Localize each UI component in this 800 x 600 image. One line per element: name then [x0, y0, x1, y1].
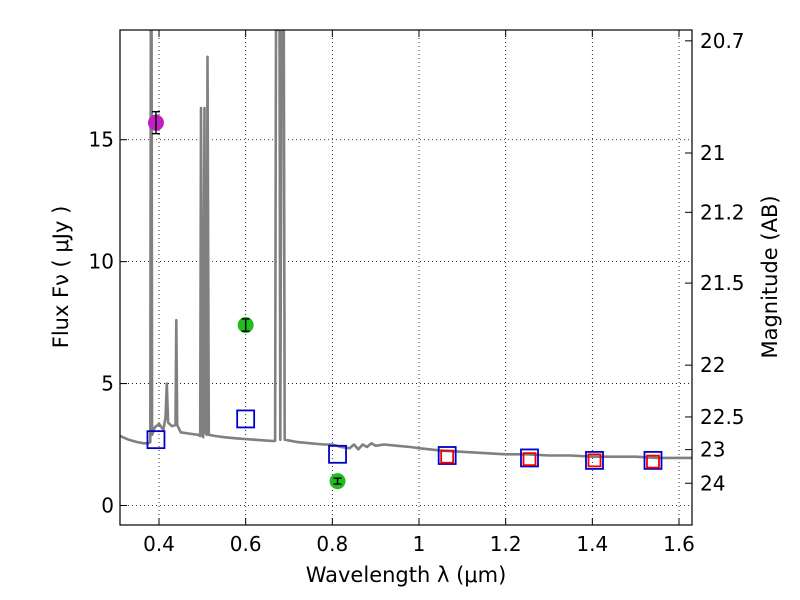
y2-tick-label: 20.7: [700, 29, 745, 53]
x-axis-title: Wavelength λ (μm): [306, 563, 507, 587]
spectrum-line: [120, 30, 692, 460]
series-circle: [147, 110, 164, 135]
x-tick-label: 1: [413, 532, 426, 556]
series-square: [146, 409, 663, 470]
bandpass-square: [236, 409, 256, 429]
series-circle: [237, 317, 346, 490]
x-tick-label: 0.4: [143, 532, 175, 556]
y-tick-label: 5: [101, 372, 114, 396]
y2-axis-title: Magnitude (AB): [758, 195, 782, 358]
y-tick-label: 10: [89, 250, 114, 274]
grid-lines: [120, 30, 692, 525]
bandpass-square: [646, 454, 660, 469]
series-line: [120, 30, 692, 460]
bandpass-square: [146, 430, 166, 450]
y2-tick-label: 23: [700, 438, 725, 462]
y-axis-title: Flux Fν ( μJy ): [49, 206, 73, 349]
y2-tick-label: 22: [700, 353, 725, 377]
y2-tick-label: 21.2: [700, 200, 745, 224]
bandpass-square: [643, 450, 663, 470]
plot-frame: [119, 29, 693, 526]
bandpass-square: [520, 448, 539, 468]
x-tick-label: 1.6: [663, 532, 695, 556]
x-tick-label: 1.2: [490, 532, 522, 556]
bandpass-square: [440, 449, 455, 464]
x-tick-label: 0.6: [230, 532, 262, 556]
bandpass-square: [587, 453, 602, 468]
y2-tick-label: 22.5: [700, 405, 745, 429]
x-tick-label: 1.4: [576, 532, 608, 556]
y2-tick-label: 21: [700, 141, 725, 165]
y-tick-label: 15: [89, 128, 114, 152]
bandpass-square: [585, 450, 604, 470]
bandpass-square: [522, 452, 537, 467]
bandpass-square: [437, 446, 457, 465]
axis-ticks: 0.4 0.6 0.8 1 1.2 1.4 1.6 0 5 10 15 20.7 21 21.2 21.5 2…: [89, 29, 745, 556]
y2-tick-label: 24: [700, 471, 725, 495]
plot-series: [120, 30, 692, 490]
x-tick-label: 0.8: [316, 532, 348, 556]
bandpass-square: [328, 444, 347, 464]
y-tick-label: 0: [101, 493, 114, 517]
y2-tick-label: 21.5: [700, 271, 745, 295]
series-square: [440, 449, 660, 469]
